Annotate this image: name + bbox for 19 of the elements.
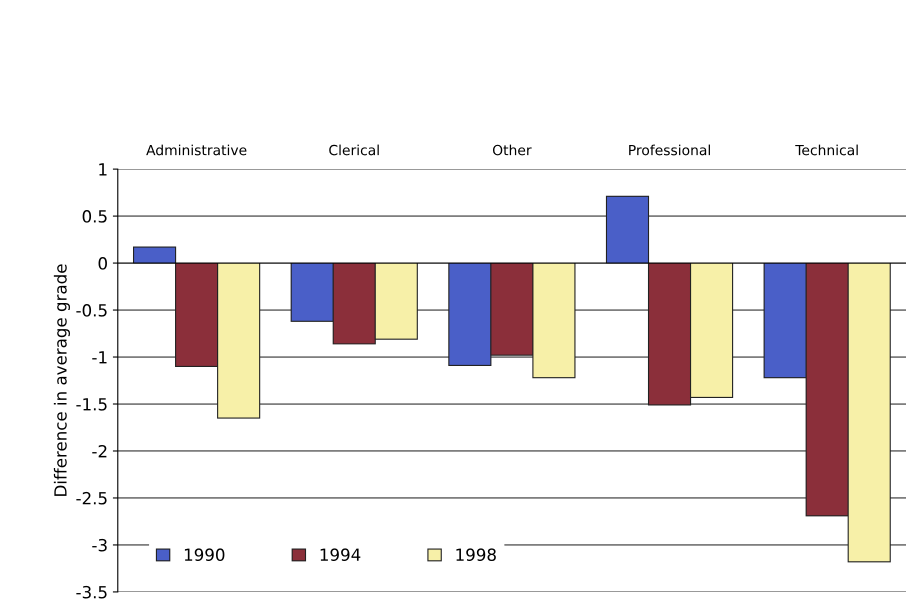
legend-label: 1994 (320, 548, 360, 562)
x-tick-label: Technical (795, 144, 858, 156)
y-tick-label: -0.5 (76, 304, 107, 317)
y-tick-label: -3 (92, 538, 107, 552)
y-tick-label: 0.5 (82, 210, 107, 223)
x-tick-label: Professional (629, 144, 710, 156)
legend-label: 1998 (456, 548, 496, 562)
x-tick-label: Administrative (146, 144, 246, 156)
y-tick-label: -1.5 (76, 398, 107, 411)
y-tick-label: -3.5 (76, 586, 107, 598)
y-tick-label: 0 (98, 257, 107, 270)
legend-label: 1990 (184, 548, 224, 562)
y-tick-label: -2.5 (76, 492, 107, 505)
y-tick-label: 1 (99, 163, 107, 176)
y-tick-label: -1 (92, 351, 107, 364)
y-tick-label: -2 (92, 444, 106, 458)
x-tick-label: Clerical (329, 144, 379, 156)
y-axis-title: Difference in average grade (54, 264, 70, 496)
x-tick-label: Other (492, 144, 532, 156)
